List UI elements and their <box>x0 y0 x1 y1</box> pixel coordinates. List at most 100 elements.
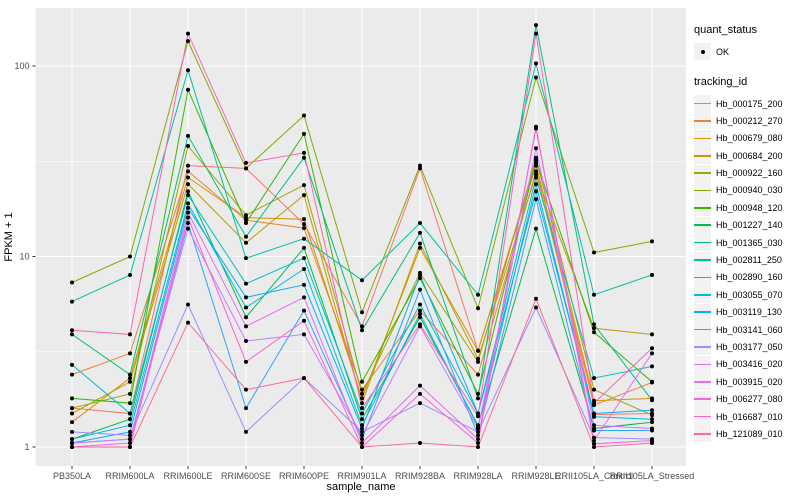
data-point <box>476 306 480 311</box>
data-point <box>128 376 132 381</box>
legend-entry: Hb_002890_160 <box>694 268 800 286</box>
data-point <box>650 440 654 445</box>
data-point <box>244 359 248 364</box>
legend-entry-label: Hb_002811_250 <box>716 255 782 266</box>
legend-line-sample <box>694 241 711 244</box>
legend-title-quant-status: quant_status <box>694 24 757 36</box>
data-point <box>302 183 306 188</box>
data-point <box>592 435 596 440</box>
data-point <box>70 420 74 425</box>
data-point <box>534 23 538 28</box>
data-point <box>534 175 538 180</box>
legend-entry: Hb_000175_200 <box>694 95 800 112</box>
data-point <box>360 328 364 333</box>
data-point <box>186 226 190 231</box>
data-point <box>186 163 190 168</box>
data-point <box>418 302 422 307</box>
x-tick-label: RRIM928LE <box>511 471 560 481</box>
data-point <box>128 401 132 406</box>
data-point <box>302 217 306 222</box>
data-point <box>302 282 306 287</box>
legend-entry-label: Hb_000948_120 <box>716 202 783 213</box>
data-point <box>244 324 248 329</box>
data-point <box>360 440 364 445</box>
legend-title-tracking-id: tracking_id <box>694 76 748 88</box>
data-point <box>360 379 364 384</box>
data-point <box>650 417 654 422</box>
data-point <box>244 429 248 434</box>
data-point <box>70 362 74 367</box>
data-point <box>592 411 596 416</box>
data-point <box>476 433 480 438</box>
x-tick-label: RRIM600LA <box>105 471 154 481</box>
data-point <box>476 348 480 353</box>
legend-line-sample <box>694 259 711 261</box>
data-point <box>70 372 74 377</box>
data-point <box>476 396 480 401</box>
data-point <box>186 31 190 36</box>
data-point <box>70 280 74 285</box>
legend-entry: Hb_003416_020 <box>694 355 800 373</box>
data-point <box>186 189 190 194</box>
data-point <box>186 302 190 307</box>
data-point <box>534 189 538 194</box>
data-point <box>302 222 306 227</box>
data-point <box>70 406 74 411</box>
data-point <box>534 197 538 202</box>
data-point <box>360 417 364 422</box>
legend-key-swatch <box>694 268 711 286</box>
legend-entry-label: Hb_000684_200 <box>716 150 783 161</box>
data-point <box>650 426 654 431</box>
legend-key-swatch <box>694 303 711 321</box>
legend-entry-label: Hb_003915_020 <box>716 376 783 387</box>
data-point <box>70 328 74 333</box>
data-point <box>360 445 364 449</box>
data-point <box>650 379 654 384</box>
data-point <box>418 287 422 292</box>
legend-entry-label: Hb_003141_060 <box>716 324 783 335</box>
data-point <box>592 292 596 297</box>
data-point <box>418 241 422 246</box>
legend-line-sample <box>694 398 711 400</box>
data-point <box>186 193 190 198</box>
legend-key-swatch <box>694 112 711 130</box>
y-tick-label: 100 <box>14 61 29 71</box>
legend-line-sample <box>694 276 711 279</box>
data-point <box>650 413 654 418</box>
legend-block-quant-status: quant_status OK <box>694 24 800 60</box>
x-tick-label: RRIM928LA <box>453 471 502 481</box>
data-point <box>592 322 596 327</box>
legend-line-sample <box>694 415 711 418</box>
data-point <box>418 322 422 327</box>
data-point <box>302 131 306 136</box>
data-point <box>476 372 480 377</box>
data-point <box>476 440 480 445</box>
legend: quant_status OK tracking_id Hb_000175_20… <box>694 24 800 458</box>
data-point <box>592 438 596 443</box>
data-point <box>70 411 74 416</box>
legend-entry: Hb_000212_270 <box>694 112 800 130</box>
data-point <box>186 68 190 73</box>
data-point <box>650 332 654 337</box>
data-point <box>360 429 364 434</box>
data-point <box>360 401 364 406</box>
data-point <box>244 166 248 171</box>
data-point <box>592 414 596 419</box>
legend-key-swatch <box>694 147 711 165</box>
point-marker-icon <box>700 49 705 54</box>
data-point <box>476 359 480 364</box>
legend-entry-label: Hb_002890_160 <box>716 272 783 283</box>
data-point <box>476 445 480 449</box>
data-point <box>244 213 248 218</box>
data-point <box>534 163 538 168</box>
data-point <box>302 295 306 300</box>
legend-entry: Hb_000679_080 <box>694 129 800 147</box>
legend-entry: Hb_003915_020 <box>694 373 800 391</box>
data-point <box>244 295 248 300</box>
data-point <box>128 411 132 416</box>
legend-entry-label: Hb_000679_080 <box>716 133 783 144</box>
data-point <box>128 445 132 449</box>
legend-key-swatch <box>694 129 711 147</box>
data-point <box>302 193 306 198</box>
legend-entry: Hb_003055_070 <box>694 286 800 304</box>
